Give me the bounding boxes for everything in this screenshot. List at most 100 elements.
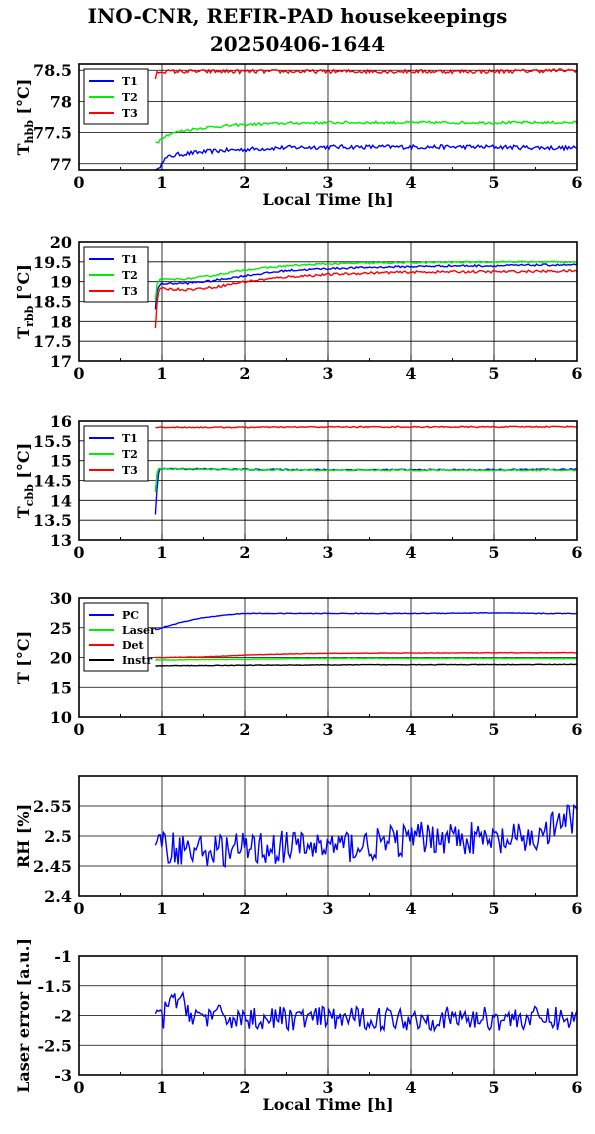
chart-panel-1: 77 77.5 78 78.5 0 1 2 3 4 5 6 Local Time [h] Thbb [°… xyxy=(14,61,583,209)
x-tick-label: 0 xyxy=(73,364,84,383)
x-tick-label: 1 xyxy=(156,899,167,918)
x-tick-label: 2 xyxy=(239,173,250,192)
x-tick-label: 1 xyxy=(156,364,167,383)
y-axis-label: Tcbb [°C] xyxy=(14,443,36,518)
plot-frame xyxy=(78,775,578,897)
y-tick-label: 13.5 xyxy=(33,511,72,530)
y-tick-label: 17.5 xyxy=(33,332,72,351)
y-tick-label: 20 xyxy=(50,649,72,668)
y-tick-label: 20 xyxy=(50,233,72,252)
x-tick-label: 1 xyxy=(156,720,167,739)
x-tick-label: 4 xyxy=(405,1078,416,1097)
x-tick-label: 2 xyxy=(239,899,250,918)
x-tick-label: 3 xyxy=(322,364,333,383)
x-tick-label: 3 xyxy=(322,543,333,562)
y-tick-label: -3 xyxy=(54,1066,72,1085)
plot-frame xyxy=(78,955,578,1076)
x-tick-label: 2 xyxy=(239,543,250,562)
x-tick-label: 4 xyxy=(405,720,416,739)
x-tick-label: 2 xyxy=(239,1078,250,1097)
x-axis-label: Local Time [h] xyxy=(262,190,393,209)
y-axis-label: Trbb [°C] xyxy=(14,264,36,339)
legend-label-instr: Instr xyxy=(122,654,152,667)
x-tick-label: 6 xyxy=(571,720,582,739)
series-line-pc xyxy=(155,611,578,631)
legend-label-t2: T2 xyxy=(122,269,138,282)
y-tick-label: -1 xyxy=(54,947,72,966)
y-tick-label: -2.5 xyxy=(38,1036,72,1055)
y-axis-label: RH [%] xyxy=(14,804,33,868)
x-tick-label: 3 xyxy=(322,899,333,918)
y-tick-label: 10 xyxy=(50,708,72,727)
y-tick-label: -1.5 xyxy=(38,977,72,996)
series-line-t3 xyxy=(154,269,578,329)
x-tick-label: 2 xyxy=(239,364,250,383)
figure-title: INO-CNR, REFIR-PAD housekeepings xyxy=(87,4,508,28)
plot-frame xyxy=(78,420,578,541)
x-tick-label: 3 xyxy=(322,1078,333,1097)
x-tick-label: 1 xyxy=(156,543,167,562)
figure-subtitle: 20250406-1644 xyxy=(209,32,386,56)
y-tick-label: 77.5 xyxy=(33,124,72,143)
y-axis-label: Thbb [°C] xyxy=(14,79,36,156)
x-tick-label: 6 xyxy=(571,543,582,562)
y-tick-label: 19 xyxy=(50,273,72,292)
x-tick-label: 5 xyxy=(488,720,499,739)
y-tick-label: 78 xyxy=(50,92,72,111)
x-tick-label: 0 xyxy=(73,899,84,918)
y-tick-label: 30 xyxy=(50,589,72,608)
chart-panel-6: -3 -2.5 -2 -1.5 -1 0 1 2 3 4 5 6 Local Time [h] Laser… xyxy=(14,938,583,1114)
y-tick-label: 18.5 xyxy=(33,293,72,312)
y-tick-label: 15.5 xyxy=(33,432,72,451)
x-tick-label: 3 xyxy=(322,720,333,739)
x-tick-label: 1 xyxy=(156,1078,167,1097)
x-tick-label: 4 xyxy=(405,364,416,383)
series-line-data xyxy=(154,990,578,1033)
legend-label-t1: T1 xyxy=(122,432,138,445)
series-line-t1 xyxy=(154,263,578,310)
y-tick-label: 2.55 xyxy=(33,797,72,816)
x-tick-label: 5 xyxy=(488,173,499,192)
series-line-instr xyxy=(155,663,578,667)
y-tick-label: 2.45 xyxy=(33,857,72,876)
legend-label-t1: T1 xyxy=(122,75,138,88)
legend-label-t2: T2 xyxy=(122,448,138,461)
y-tick-label: 2.4 xyxy=(44,887,72,906)
y-tick-label: 19.5 xyxy=(33,253,72,272)
legend-label-t2: T2 xyxy=(122,91,138,104)
y-tick-label: 17 xyxy=(50,352,72,371)
y-tick-label: 2.5 xyxy=(44,827,72,846)
x-tick-label: 6 xyxy=(571,173,582,192)
x-tick-label: 4 xyxy=(405,899,416,918)
x-tick-label: 1 xyxy=(156,173,167,192)
series-line-t3 xyxy=(154,68,578,80)
x-tick-label: 6 xyxy=(571,364,582,383)
legend-label-t3: T3 xyxy=(122,107,138,120)
y-tick-label: 77 xyxy=(50,155,72,174)
chart-panel-4: 10 15 20 25 30 0 1 2 3 4 5 6 T [°C] PC Laser Det Instr xyxy=(14,589,583,739)
series-line-laser xyxy=(155,657,578,661)
x-tick-label: 5 xyxy=(488,1078,499,1097)
x-tick-label: 5 xyxy=(488,364,499,383)
y-tick-label: 16 xyxy=(50,412,72,431)
y-tick-label: 13 xyxy=(50,531,72,550)
x-axis-label: Local Time [h] xyxy=(262,1095,393,1114)
x-tick-label: 6 xyxy=(571,899,582,918)
legend-label-det: Det xyxy=(122,639,145,652)
y-axis-label: T [°C] xyxy=(14,631,33,684)
y-tick-label: -2 xyxy=(54,1007,72,1026)
y-tick-label: 15 xyxy=(50,678,72,697)
y-tick-label: 18 xyxy=(50,312,72,331)
chart-panel-5: 2.4 2.45 2.5 2.55 0 1 2 3 4 5 6 RH [%] xyxy=(14,775,583,918)
series-line-t1 xyxy=(154,467,578,515)
series-line-t2 xyxy=(154,467,578,493)
series-line-data xyxy=(154,803,578,868)
series-line-t1 xyxy=(155,143,578,171)
y-tick-label: 14.5 xyxy=(33,472,72,491)
x-tick-label: 6 xyxy=(571,1078,582,1097)
plot-frame xyxy=(78,241,578,362)
series-line-t3 xyxy=(155,425,578,429)
series-line-t2 xyxy=(154,260,578,301)
